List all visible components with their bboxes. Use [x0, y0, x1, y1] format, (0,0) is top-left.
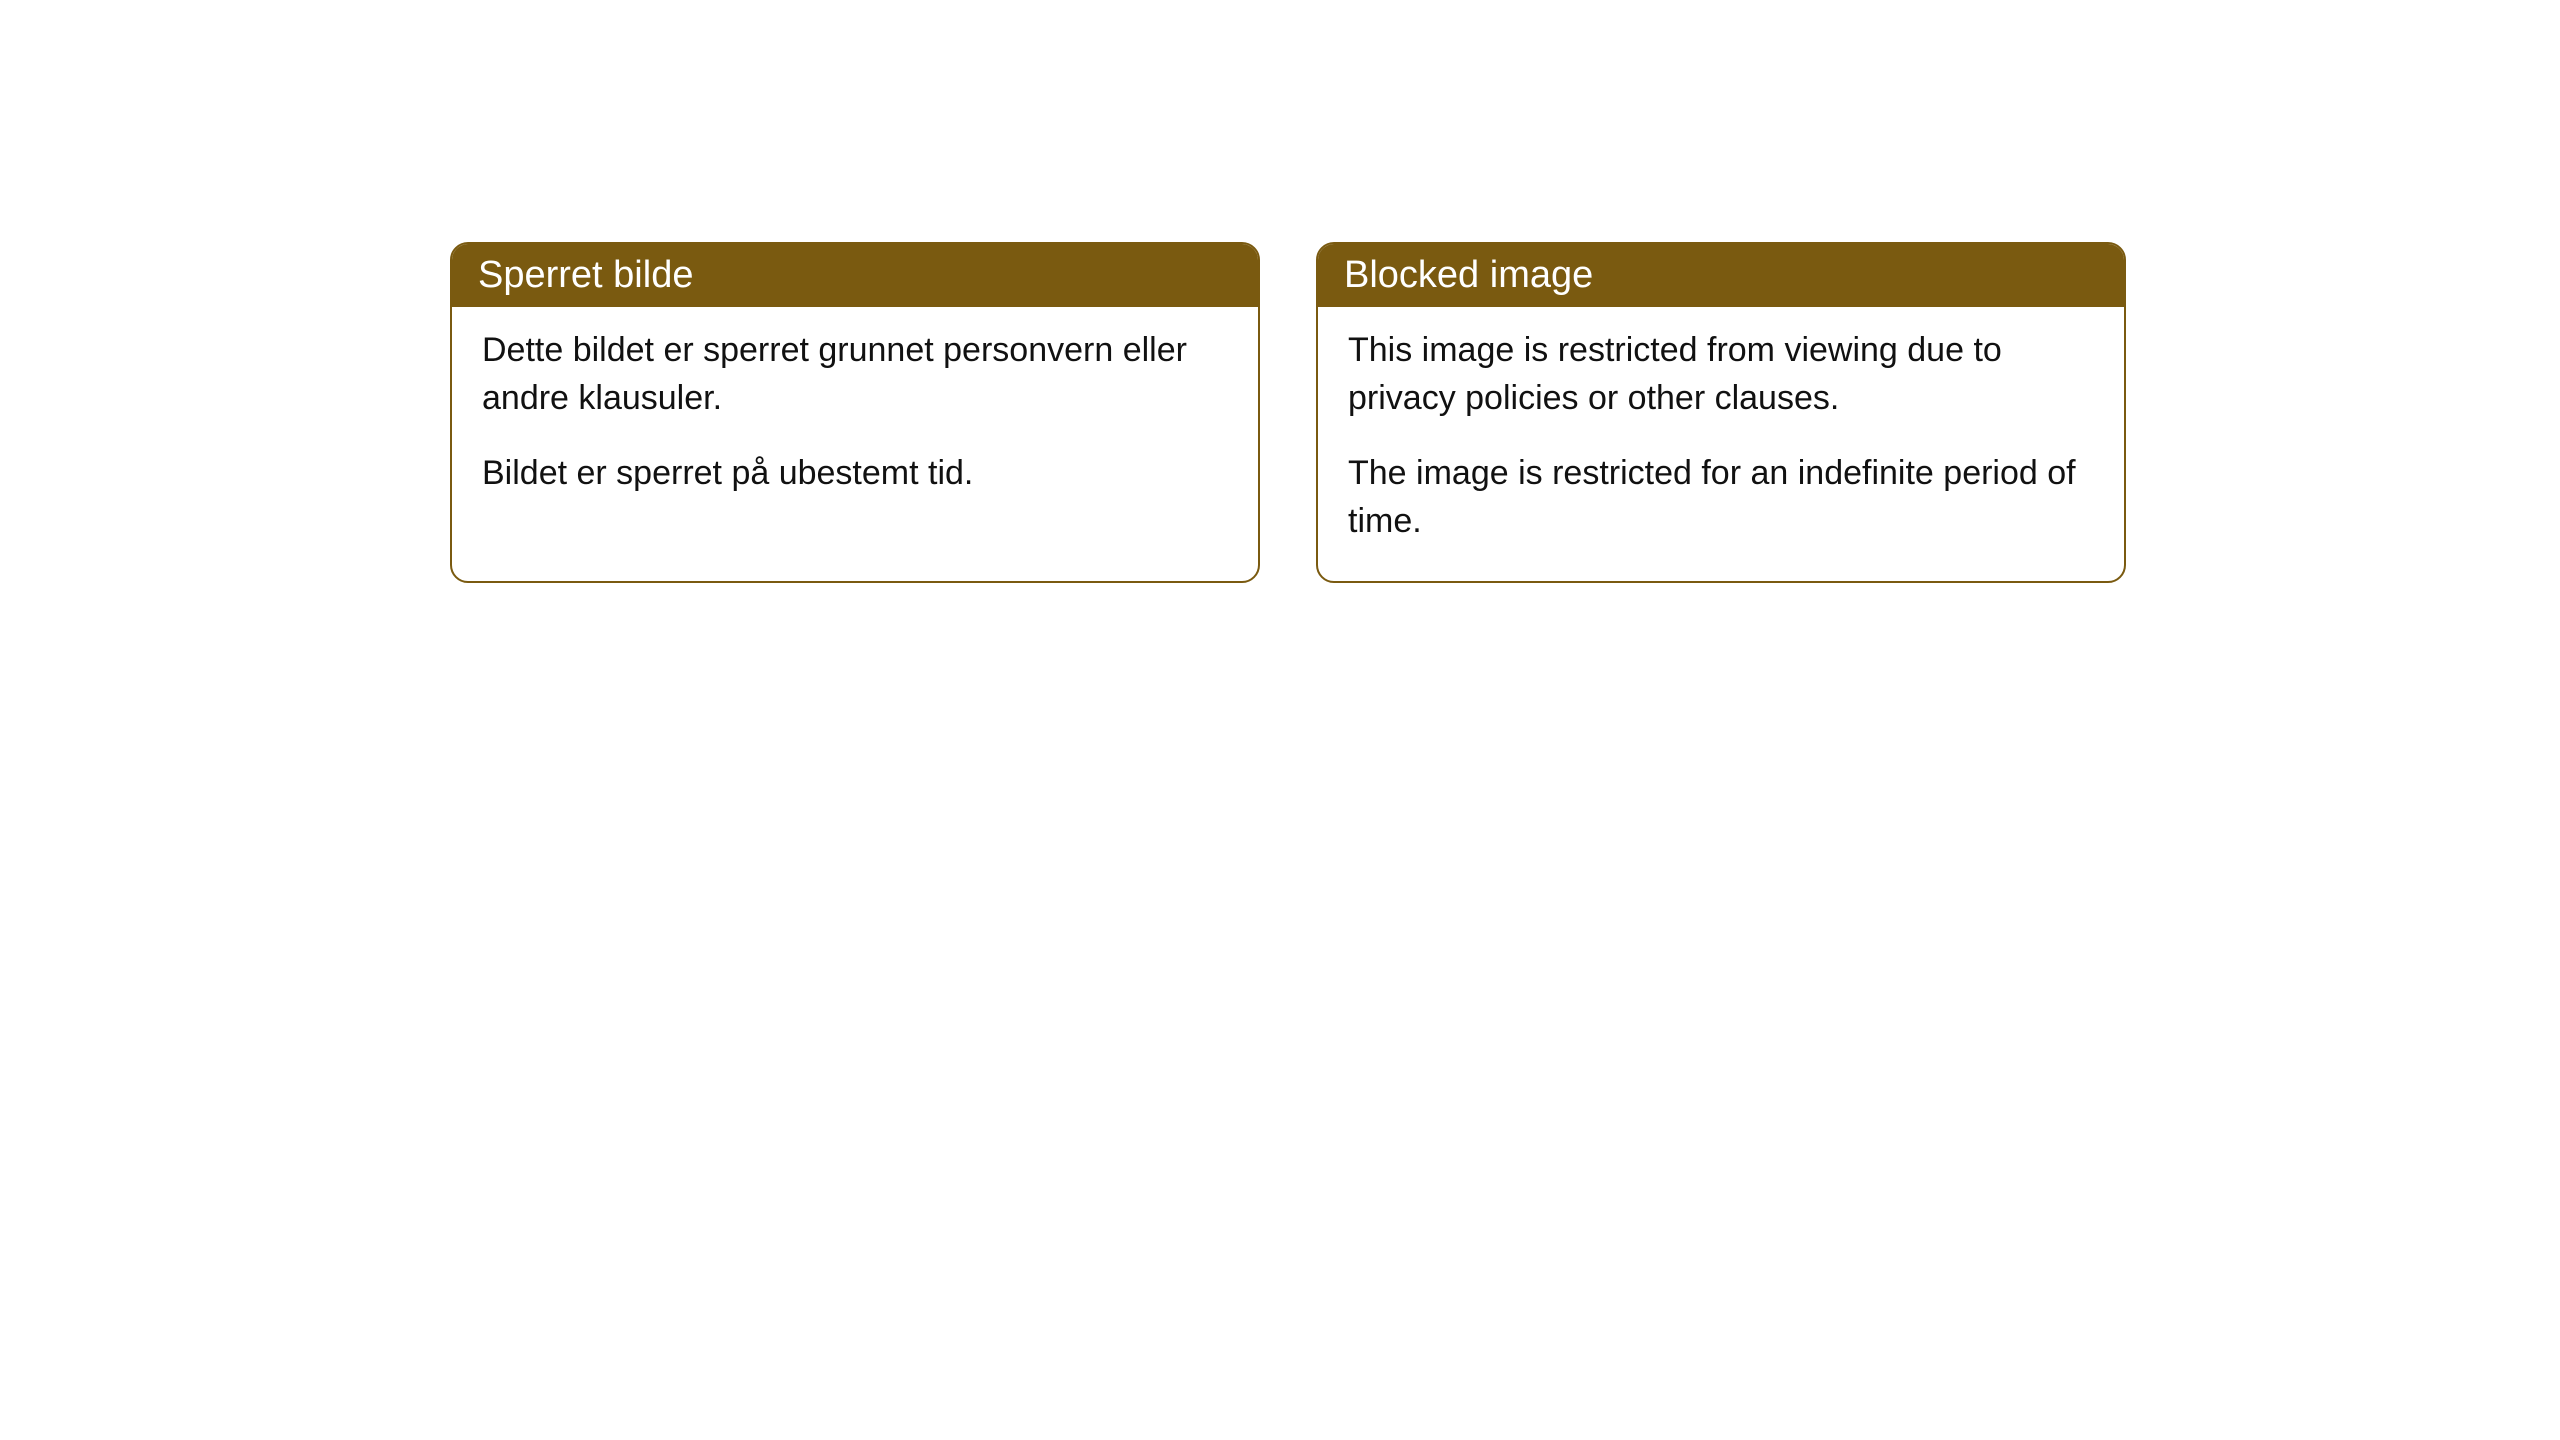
notice-card-english: Blocked image This image is restricted f…	[1316, 242, 2126, 583]
card-header: Blocked image	[1318, 244, 2124, 307]
card-text-line1: Dette bildet er sperret grunnet personve…	[482, 327, 1228, 422]
card-body: Dette bildet er sperret grunnet personve…	[452, 307, 1258, 534]
card-title: Sperret bilde	[478, 254, 693, 296]
card-text-line2: Bildet er sperret på ubestemt tid.	[482, 450, 1228, 498]
card-body: This image is restricted from viewing du…	[1318, 307, 2124, 581]
card-header: Sperret bilde	[452, 244, 1258, 307]
card-text-line2: The image is restricted for an indefinit…	[1348, 450, 2094, 545]
notice-card-norwegian: Sperret bilde Dette bildet er sperret gr…	[450, 242, 1260, 583]
notice-cards-container: Sperret bilde Dette bildet er sperret gr…	[450, 242, 2126, 583]
card-text-line1: This image is restricted from viewing du…	[1348, 327, 2094, 422]
card-title: Blocked image	[1344, 254, 1593, 296]
